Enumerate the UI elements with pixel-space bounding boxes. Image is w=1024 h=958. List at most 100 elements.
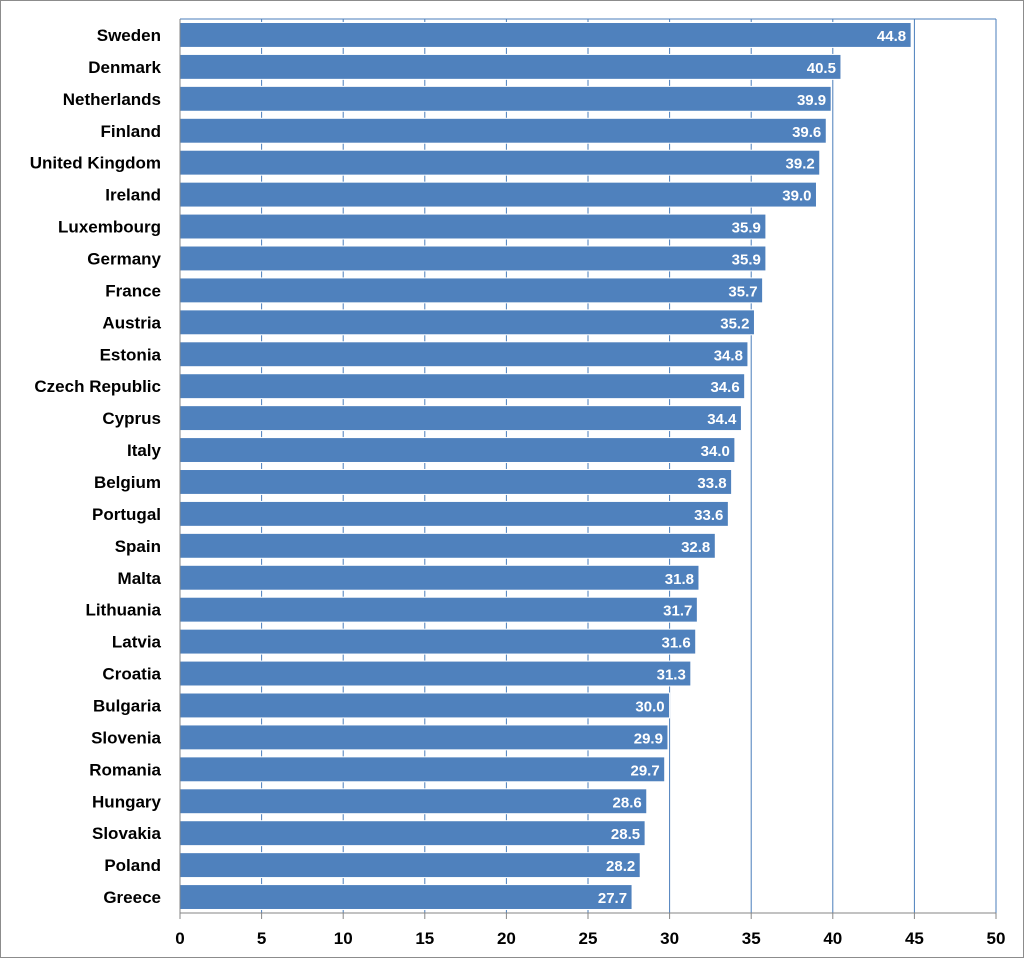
category-label: Belgium <box>94 473 161 492</box>
bar-netherlands <box>179 85 832 112</box>
category-label: Romania <box>89 760 161 779</box>
x-tick-label: 45 <box>905 929 924 948</box>
data-label: 40.5 <box>807 60 836 77</box>
bar-bulgaria <box>179 692 671 719</box>
data-label: 31.3 <box>657 667 686 684</box>
data-label: 39.6 <box>792 124 821 141</box>
x-tick-label: 30 <box>660 929 679 948</box>
bar-portugal <box>179 500 729 527</box>
category-label: Germany <box>87 249 161 268</box>
data-label: 35.2 <box>720 315 749 332</box>
data-label: 44.8 <box>877 28 906 45</box>
data-label: 28.5 <box>611 826 640 843</box>
bar-united-kingdom <box>179 149 821 176</box>
category-label: Czech Republic <box>34 377 161 396</box>
x-tick-label: 25 <box>579 929 598 948</box>
data-label: 34.8 <box>714 347 743 364</box>
category-label: Slovenia <box>91 728 161 747</box>
bar-luxembourg <box>179 213 767 240</box>
data-label: 39.2 <box>786 156 815 173</box>
category-label: Croatia <box>102 665 161 684</box>
x-tick-label: 50 <box>987 929 1006 948</box>
bar-spain <box>179 532 716 559</box>
bar-austria <box>179 309 755 336</box>
data-label: 34.0 <box>701 443 730 460</box>
bar-cyprus <box>179 405 742 432</box>
category-label: Finland <box>101 122 161 141</box>
data-label: 32.8 <box>681 539 710 556</box>
category-label: Austria <box>102 313 161 332</box>
category-label: Malta <box>118 569 162 588</box>
category-label: Hungary <box>92 792 162 811</box>
bar-ireland <box>179 181 817 208</box>
category-label: Spain <box>115 537 161 556</box>
data-label: 33.8 <box>697 475 726 492</box>
bar-denmark <box>179 53 842 80</box>
x-tick-label: 5 <box>257 929 266 948</box>
data-label: 28.6 <box>613 794 642 811</box>
bar-sweden <box>179 22 912 48</box>
axes <box>179 19 997 919</box>
x-tick-label: 40 <box>823 929 842 948</box>
data-label: 29.7 <box>631 762 660 779</box>
data-label: 35.7 <box>728 283 757 300</box>
data-label: 39.9 <box>797 92 826 109</box>
category-label: Luxembourg <box>58 218 161 237</box>
category-label: France <box>105 281 161 300</box>
data-label: 35.9 <box>732 251 761 268</box>
category-label: Bulgaria <box>93 696 162 715</box>
category-label: Denmark <box>88 58 161 77</box>
bars <box>179 22 912 910</box>
category-label: Sweden <box>97 26 161 45</box>
category-label: Slovakia <box>92 824 162 843</box>
bar-estonia <box>179 341 749 368</box>
x-tick-label: 35 <box>742 929 761 948</box>
bar-malta <box>179 564 700 591</box>
category-label: Ireland <box>105 186 161 205</box>
data-label: 31.7 <box>663 603 692 620</box>
category-label: Italy <box>127 441 162 460</box>
data-label: 30.0 <box>635 698 664 715</box>
bar-greece <box>179 884 633 910</box>
x-tick-label: 0 <box>175 929 184 948</box>
category-label: United Kingdom <box>30 154 161 173</box>
bar-germany <box>179 245 767 272</box>
data-label: 35.9 <box>732 220 761 237</box>
bar-france <box>179 277 764 304</box>
data-label: 28.2 <box>606 858 635 875</box>
bar-italy <box>179 437 736 463</box>
labels: 0 5 10 15 20 25 30 35 40 45 50 Sweden 44.8 Denmark 40.… <box>30 26 1006 948</box>
category-label: Greece <box>103 888 161 907</box>
bar-czech-republic <box>179 373 746 400</box>
bar-croatia <box>179 660 692 687</box>
category-label: Estonia <box>100 345 162 364</box>
bar-poland <box>179 852 641 879</box>
data-label: 34.6 <box>710 379 739 396</box>
category-label: Lithuania <box>85 601 161 620</box>
bar-latvia <box>179 628 697 655</box>
category-label: Poland <box>104 856 161 875</box>
data-label: 29.9 <box>634 730 663 747</box>
category-label: Latvia <box>112 633 162 652</box>
x-tick-label: 20 <box>497 929 516 948</box>
bar-hungary <box>179 788 648 815</box>
data-label: 27.7 <box>598 890 627 907</box>
bar-lithuania <box>179 596 698 623</box>
category-label: Portugal <box>92 505 161 524</box>
bar-finland <box>179 117 827 144</box>
bar-romania <box>179 756 666 783</box>
bar-belgium <box>179 469 733 495</box>
category-label: Netherlands <box>63 90 161 109</box>
data-label: 34.4 <box>707 411 737 428</box>
category-label: Cyprus <box>102 409 161 428</box>
data-label: 39.0 <box>782 188 811 205</box>
data-label: 31.8 <box>665 571 694 588</box>
data-label: 33.6 <box>694 507 723 524</box>
data-label: 31.6 <box>662 635 691 652</box>
x-tick-label: 15 <box>415 929 434 948</box>
bar-slovenia <box>179 724 669 751</box>
bar-slovakia <box>179 820 646 847</box>
x-tick-label: 10 <box>334 929 353 948</box>
